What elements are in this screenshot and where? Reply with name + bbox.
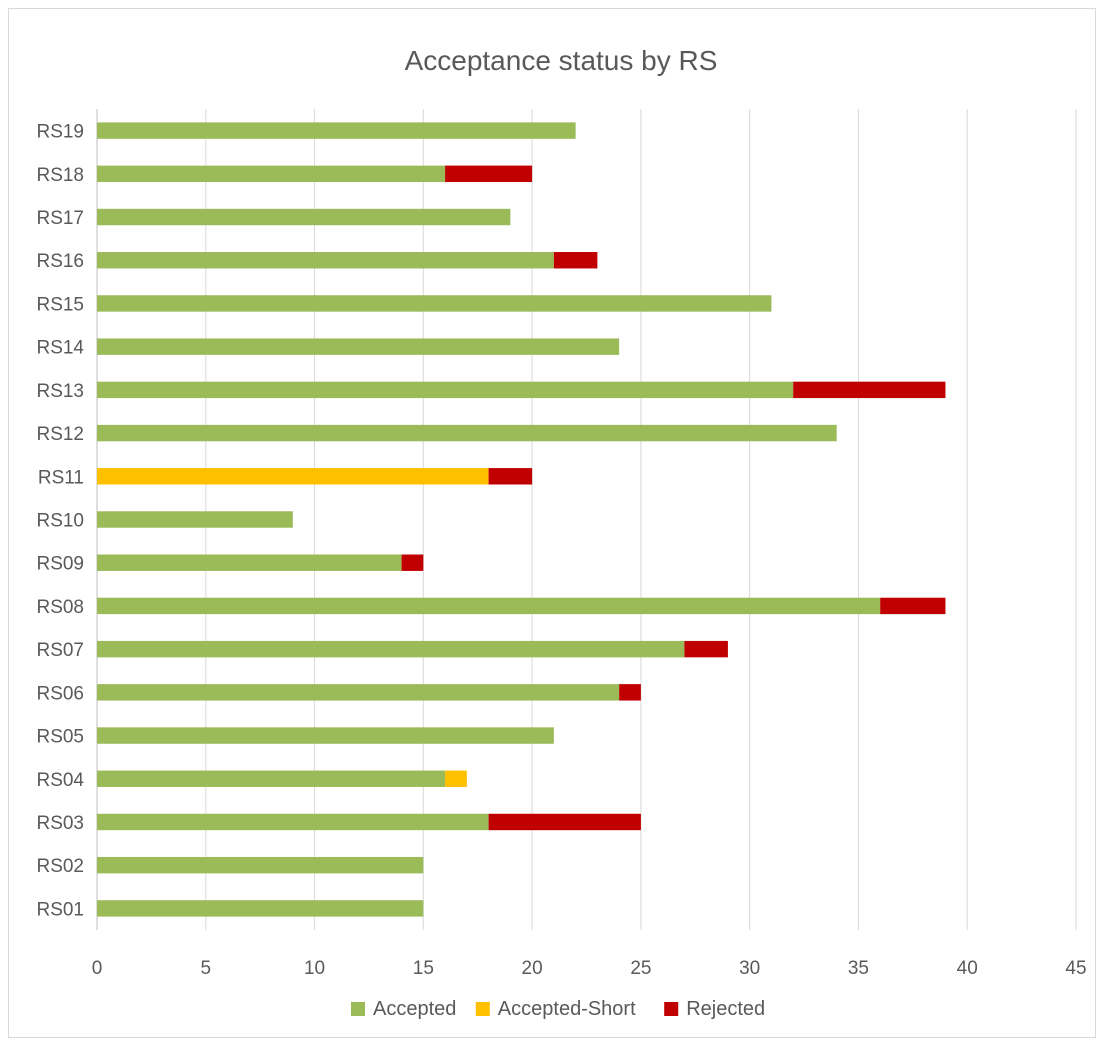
- bar-rs14-accepted: [97, 338, 620, 355]
- legend-swatch-rejected: [664, 1002, 679, 1016]
- y-tick-label-rs15: RS15: [36, 294, 84, 315]
- y-tick-label-rs09: RS09: [36, 554, 84, 575]
- y-axis-labels: RS01 RS02 RS03 RS04 RS05 RS06 RS07 RS08 RS09 RS10…: [36, 122, 84, 921]
- bar-rs08-accepted: [97, 597, 881, 615]
- bar-rs07-rejected: [684, 640, 728, 658]
- y-tick-label-rs11: RS11: [38, 467, 84, 488]
- y-tick-label-rs10: RS10: [36, 511, 84, 532]
- x-tick-label-0: 0: [92, 958, 103, 979]
- y-tick-label-rs14: RS14: [36, 338, 84, 359]
- x-tick-label-30: 30: [739, 958, 760, 979]
- chart-title: Acceptance status by RS: [405, 45, 718, 76]
- legend-label-accepted-short: Accepted-Short: [498, 998, 636, 1020]
- y-tick-label-rs06: RS06: [36, 683, 84, 704]
- bar-rs08-rejected: [880, 597, 946, 615]
- y-tick-label-rs04: RS04: [36, 770, 84, 791]
- bar-rs13-accepted: [97, 381, 794, 399]
- bar-rs18-rejected: [445, 165, 533, 183]
- x-tick-label-35: 35: [848, 958, 869, 979]
- bar-rs18-accepted: [97, 165, 446, 183]
- bar-rs06-rejected: [619, 684, 641, 701]
- x-tick-label-20: 20: [522, 958, 543, 979]
- x-tick-label-5: 5: [200, 958, 211, 979]
- y-tick-label-rs17: RS17: [36, 208, 84, 229]
- x-tick-label-10: 10: [304, 958, 325, 979]
- x-axis-labels: 0 5 10 15 20 25 30 35 40 45: [92, 958, 1087, 979]
- y-tick-label-rs16: RS16: [36, 251, 84, 272]
- y-tick-label-rs13: RS13: [36, 381, 84, 402]
- bar-rs11-rejected: [488, 468, 533, 485]
- bars: [97, 122, 946, 917]
- bar-rs16-rejected: [553, 252, 598, 269]
- bar-rs11-accepted-short: [97, 468, 489, 485]
- bar-rs09-accepted: [97, 554, 402, 571]
- y-tick-label-rs07: RS07: [36, 640, 84, 661]
- x-tick-label-15: 15: [413, 958, 434, 979]
- y-tick-label-rs03: RS03: [36, 813, 84, 834]
- legend-swatch-accepted-short: [475, 1002, 490, 1016]
- legend-swatch-accepted: [351, 1002, 365, 1016]
- y-tick-label-rs02: RS02: [36, 856, 84, 877]
- bar-rs03-rejected: [488, 813, 641, 831]
- bar-rs02-accepted: [97, 856, 424, 874]
- bar-rs03-accepted: [97, 813, 489, 831]
- legend-label-accepted: Accepted: [373, 998, 456, 1020]
- y-tick-label-rs19: RS19: [36, 122, 84, 143]
- y-tick-label-rs05: RS05: [36, 727, 84, 748]
- bar-rs06-accepted: [97, 684, 620, 701]
- y-tick-label-rs08: RS08: [36, 597, 84, 618]
- x-tick-label-25: 25: [630, 958, 651, 979]
- legend: Accepted Accepted-Short Rejected: [351, 998, 765, 1020]
- bar-rs10-accepted: [97, 511, 293, 528]
- bar-rs16-accepted: [97, 252, 554, 269]
- bar-rs13-rejected: [793, 381, 946, 399]
- bar-rs04-accepted: [97, 770, 446, 787]
- bar-rs17-accepted: [97, 208, 511, 226]
- y-tick-label-rs18: RS18: [36, 165, 84, 186]
- y-tick-label-rs01: RS01: [36, 899, 84, 920]
- bar-rs01-accepted: [97, 900, 424, 917]
- bar-rs19-accepted: [97, 122, 576, 139]
- bar-rs15-accepted: [97, 295, 772, 312]
- bar-rs04-accepted-short: [445, 770, 467, 787]
- bar-rs09-rejected: [401, 554, 424, 571]
- legend-label-rejected: Rejected: [686, 998, 765, 1020]
- gridlines: [96, 109, 1077, 930]
- y-tick-label-rs12: RS12: [36, 424, 84, 445]
- x-tick-label-45: 45: [1065, 958, 1086, 979]
- bar-rs07-accepted: [97, 640, 685, 658]
- bar-rs05-accepted: [97, 727, 554, 744]
- bar-rs12-accepted: [97, 424, 837, 442]
- x-tick-label-40: 40: [957, 958, 978, 979]
